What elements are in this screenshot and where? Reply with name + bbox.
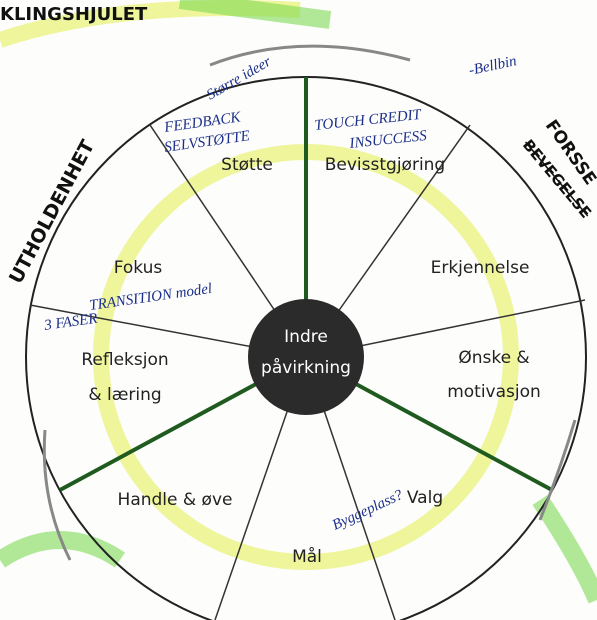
segment-label: Refleksjon (81, 350, 168, 370)
title: KLINGSHJULET (0, 4, 148, 25)
segment-label: Ønske & (458, 348, 529, 368)
center-label: påvirkning (261, 357, 351, 378)
segment-label: Erkjennelse (431, 258, 530, 278)
segment-label: Mål (292, 546, 322, 567)
wheel-diagram: Indre påvirkning Støtte Bevisstgjøring E… (0, 0, 597, 620)
center-circle (248, 299, 364, 415)
page: Indre påvirkning Støtte Bevisstgjøring E… (0, 0, 597, 620)
segment-label: Valg (407, 488, 443, 508)
segment-label: Støtte (221, 155, 273, 175)
segment-label: motivasjon (447, 382, 541, 402)
center-label: Indre (284, 327, 328, 347)
segment-label: Bevisstgjøring (325, 155, 445, 175)
segment-label: Fokus (114, 258, 163, 278)
segment-label: Handle & øve (118, 490, 233, 510)
segment-label: & læring (88, 385, 161, 405)
